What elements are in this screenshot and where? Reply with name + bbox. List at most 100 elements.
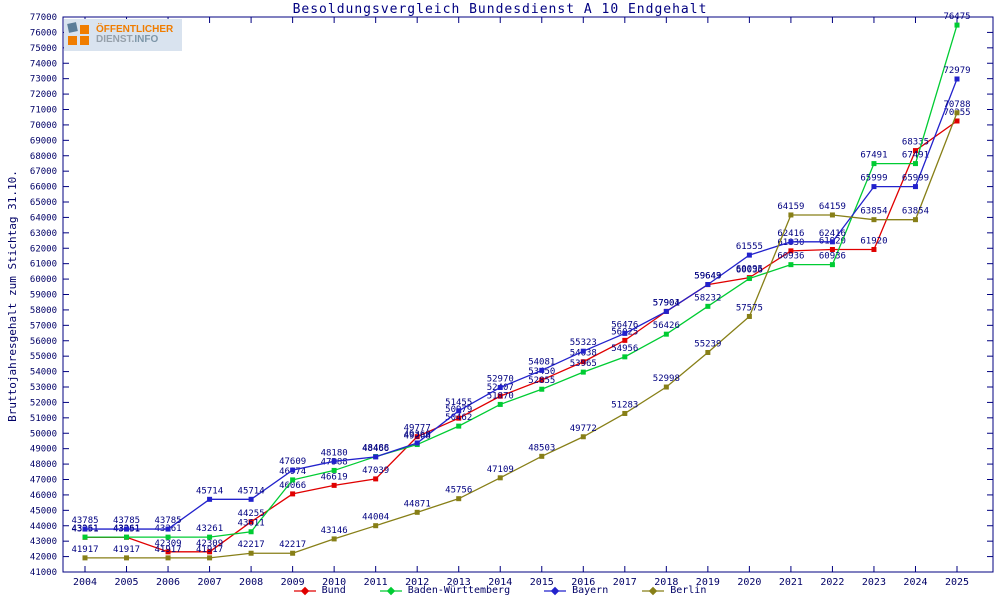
svg-text:76000: 76000 bbox=[30, 28, 57, 38]
svg-text:48488: 48488 bbox=[362, 444, 389, 454]
svg-text:48503: 48503 bbox=[528, 443, 555, 453]
svg-text:49000: 49000 bbox=[30, 445, 57, 455]
logo-text-line2a: DIENST. bbox=[96, 34, 135, 45]
svg-text:64159: 64159 bbox=[819, 202, 846, 212]
svg-text:2009: 2009 bbox=[281, 577, 305, 588]
legend-marker-berlin bbox=[642, 586, 665, 595]
svg-text:41917: 41917 bbox=[155, 545, 182, 555]
svg-text:62416: 62416 bbox=[819, 229, 846, 239]
svg-text:61555: 61555 bbox=[736, 242, 763, 252]
svg-text:43261: 43261 bbox=[196, 524, 223, 534]
legend-marker-bayern bbox=[544, 586, 567, 595]
svg-text:76475: 76475 bbox=[943, 12, 970, 22]
series-baden-w-rttemberg bbox=[82, 22, 960, 540]
svg-text:61920: 61920 bbox=[860, 236, 887, 246]
svg-text:48000: 48000 bbox=[30, 460, 57, 470]
svg-text:52970: 52970 bbox=[487, 374, 514, 384]
svg-text:54000: 54000 bbox=[30, 368, 57, 378]
svg-text:66000: 66000 bbox=[30, 183, 57, 193]
svg-text:55323: 55323 bbox=[570, 338, 597, 348]
svg-text:46066: 46066 bbox=[279, 481, 306, 491]
svg-text:61000: 61000 bbox=[30, 260, 57, 270]
svg-text:51283: 51283 bbox=[611, 400, 638, 410]
logo-squares-icon bbox=[67, 22, 93, 48]
svg-text:43785: 43785 bbox=[71, 516, 98, 526]
svg-text:49777: 49777 bbox=[404, 424, 431, 434]
svg-text:41917: 41917 bbox=[196, 545, 223, 555]
oeffentlicher-dienst-info-logo[interactable]: ÖFFENTLICHER DIENST.INFO bbox=[64, 19, 182, 51]
svg-text:2023: 2023 bbox=[862, 577, 886, 588]
legend-label-bund: Bund bbox=[321, 585, 346, 596]
svg-text:46000: 46000 bbox=[30, 491, 57, 501]
svg-text:68335: 68335 bbox=[902, 138, 929, 148]
svg-text:54638: 54638 bbox=[570, 349, 597, 359]
svg-text:42217: 42217 bbox=[279, 540, 306, 550]
svg-text:57901: 57901 bbox=[653, 298, 680, 308]
legend-item-bund: Bund bbox=[293, 585, 346, 596]
svg-text:63000: 63000 bbox=[30, 229, 57, 239]
value-labels-berlin: 41917 41917 41917 41917 42217 42217 43146 44004… bbox=[71, 100, 970, 555]
svg-text:54081: 54081 bbox=[528, 357, 555, 367]
svg-text:73000: 73000 bbox=[30, 75, 57, 85]
svg-text:2006: 2006 bbox=[156, 577, 180, 588]
svg-text:59649: 59649 bbox=[694, 271, 721, 281]
svg-text:2005: 2005 bbox=[114, 577, 138, 588]
svg-text:63854: 63854 bbox=[902, 207, 929, 217]
svg-text:70000: 70000 bbox=[30, 121, 57, 131]
svg-text:65999: 65999 bbox=[860, 174, 887, 184]
svg-text:44871: 44871 bbox=[404, 499, 431, 509]
svg-text:62000: 62000 bbox=[30, 244, 57, 254]
svg-text:58000: 58000 bbox=[30, 306, 57, 316]
logo-text-line2b: INFO bbox=[134, 34, 159, 45]
svg-text:70788: 70788 bbox=[943, 100, 970, 110]
legend-marker-baden-w-rttemberg bbox=[379, 586, 402, 595]
svg-text:68000: 68000 bbox=[30, 152, 57, 162]
legend-label-berlin: Berlin bbox=[670, 585, 707, 596]
legend-label-baden-w-rttemberg: Baden-Württemberg bbox=[407, 585, 511, 596]
svg-text:77000: 77000 bbox=[30, 13, 57, 23]
svg-text:2017: 2017 bbox=[613, 577, 637, 588]
svg-text:45714: 45714 bbox=[196, 486, 223, 496]
svg-text:49368: 49368 bbox=[404, 430, 431, 440]
svg-text:44004: 44004 bbox=[362, 513, 389, 523]
svg-text:48180: 48180 bbox=[321, 448, 348, 458]
svg-text:2013: 2013 bbox=[447, 577, 471, 588]
svg-text:2020: 2020 bbox=[737, 577, 761, 588]
svg-text:43000: 43000 bbox=[30, 537, 57, 547]
legend-item-baden-w-rttemberg: Baden-Württemberg bbox=[379, 585, 511, 596]
value-labels-bayern: 43785 43785 43785 45714 45714 47609 48180 48466… bbox=[71, 66, 970, 526]
svg-text:43785: 43785 bbox=[113, 516, 140, 526]
value-labels-baden-w-rttemberg: 4326143261432614326143611469744758848488… bbox=[71, 12, 970, 534]
svg-text:52855: 52855 bbox=[528, 376, 555, 386]
svg-text:2025: 2025 bbox=[945, 577, 969, 588]
svg-text:48466: 48466 bbox=[362, 444, 389, 454]
svg-text:55239: 55239 bbox=[694, 339, 721, 349]
svg-text:44255: 44255 bbox=[238, 509, 265, 519]
svg-text:47000: 47000 bbox=[30, 476, 57, 486]
svg-text:2010: 2010 bbox=[322, 577, 346, 588]
svg-text:49268: 49268 bbox=[404, 432, 431, 442]
svg-text:72979: 72979 bbox=[943, 66, 970, 76]
value-labels-bund: 4325143251423094230944255460664661947039… bbox=[71, 108, 970, 549]
svg-text:2008: 2008 bbox=[239, 577, 263, 588]
x-axis-ticks: 2004 2005 2006 2007 2008 2009 2010 2011 2012 2013… bbox=[73, 17, 969, 588]
svg-text:41917: 41917 bbox=[71, 545, 98, 555]
legend-label-bayern: Bayern bbox=[572, 585, 609, 596]
svg-text:50462: 50462 bbox=[445, 413, 472, 423]
svg-text:42309: 42309 bbox=[155, 539, 182, 549]
series-berlin bbox=[82, 110, 960, 561]
svg-text:2011: 2011 bbox=[364, 577, 388, 588]
svg-text:54956: 54956 bbox=[611, 344, 638, 354]
svg-text:67491: 67491 bbox=[860, 151, 887, 161]
svg-text:59000: 59000 bbox=[30, 291, 57, 301]
svg-text:2021: 2021 bbox=[779, 577, 803, 588]
svg-text:60936: 60936 bbox=[777, 252, 804, 262]
svg-text:60036: 60036 bbox=[736, 266, 763, 276]
svg-text:45000: 45000 bbox=[30, 506, 57, 516]
svg-text:53000: 53000 bbox=[30, 383, 57, 393]
series-bund bbox=[82, 118, 960, 555]
chart-legend: Bund Baden-Württemberg Bayern Berlin bbox=[0, 585, 1000, 596]
svg-text:57000: 57000 bbox=[30, 321, 57, 331]
svg-text:51870: 51870 bbox=[487, 391, 514, 401]
